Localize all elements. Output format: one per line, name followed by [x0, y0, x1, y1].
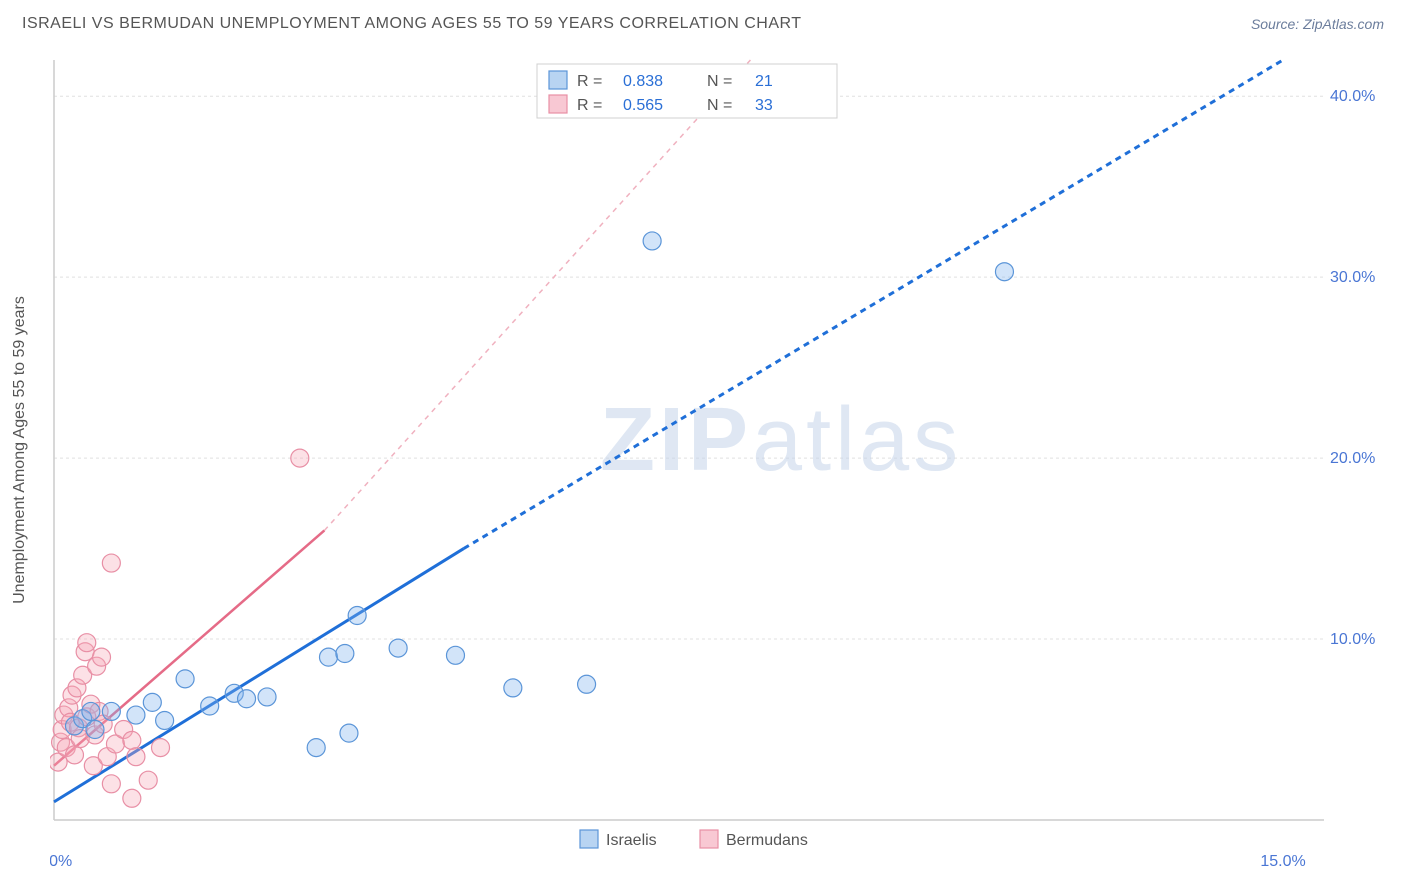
watermark: ZIPatlas — [600, 390, 962, 490]
data-point-israeli — [102, 702, 120, 720]
data-point-israeli — [319, 648, 337, 666]
n-value-bermudans: 33 — [755, 97, 773, 114]
legend-label-israelis: Israelis — [606, 832, 657, 849]
data-point-bermudan — [152, 739, 170, 757]
swatch-israelis — [549, 71, 567, 89]
data-point-israeli — [238, 690, 256, 708]
data-point-israeli — [201, 697, 219, 715]
data-point-israeli — [446, 646, 464, 664]
data-point-bermudan — [123, 789, 141, 807]
data-point-bermudan — [78, 634, 96, 652]
data-point-israeli — [156, 711, 174, 729]
data-point-bermudan — [65, 746, 83, 764]
source-attribution: Source: ZipAtlas.com — [1251, 16, 1384, 32]
data-point-bermudan — [127, 748, 145, 766]
x-tick-label: 15.0% — [1260, 853, 1305, 870]
data-point-israeli — [307, 739, 325, 757]
r-label: R = — [577, 73, 602, 90]
y-tick-label: 20.0% — [1330, 450, 1375, 467]
source-name: ZipAtlas.com — [1303, 16, 1384, 32]
r-label: R = — [577, 97, 602, 114]
n-value-israelis: 21 — [755, 73, 773, 90]
data-point-bermudan — [102, 554, 120, 572]
y-tick-label: 10.0% — [1330, 631, 1375, 648]
scatter-chart: 10.0% 20.0% 30.0% 40.0% ZIPatlas 0.0% 15.0% R =… — [50, 50, 1380, 870]
data-point-israeli — [258, 688, 276, 706]
y-tick-label: 30.0% — [1330, 269, 1375, 286]
data-point-israeli — [143, 693, 161, 711]
data-point-israeli — [643, 232, 661, 250]
data-point-israeli — [340, 724, 358, 742]
legend-label-bermudans: Bermudans — [726, 832, 808, 849]
y-tick-label: 40.0% — [1330, 88, 1375, 105]
y-axis-label: Unemployment Among Ages 55 to 59 years — [11, 296, 29, 604]
data-point-israeli — [86, 721, 104, 739]
n-label: N = — [707, 97, 732, 114]
data-point-israeli — [995, 263, 1013, 281]
data-point-bermudan — [139, 771, 157, 789]
x-tick-label: 0.0% — [50, 853, 72, 870]
data-point-israeli — [578, 675, 596, 693]
bottom-swatch-bermudans — [700, 830, 718, 848]
bottom-swatch-israelis — [580, 830, 598, 848]
n-label: N = — [707, 73, 732, 90]
data-point-israeli — [176, 670, 194, 688]
data-point-israeli — [504, 679, 522, 697]
data-point-bermudan — [102, 775, 120, 793]
data-point-israeli — [389, 639, 407, 657]
source-prefix: Source: — [1251, 16, 1303, 32]
r-value-bermudans: 0.565 — [623, 97, 663, 114]
r-value-israelis: 0.838 — [623, 73, 663, 90]
data-point-bermudan — [123, 731, 141, 749]
data-point-israeli — [82, 702, 100, 720]
data-point-bermudan — [291, 449, 309, 467]
data-point-bermudan — [93, 648, 111, 666]
data-point-israeli — [348, 607, 366, 625]
data-point-israeli — [127, 706, 145, 724]
chart-container: Unemployment Among Ages 55 to 59 years 1… — [50, 50, 1380, 850]
swatch-bermudans — [549, 95, 567, 113]
data-point-israeli — [336, 645, 354, 663]
chart-title: ISRAELI VS BERMUDAN UNEMPLOYMENT AMONG A… — [22, 15, 802, 33]
